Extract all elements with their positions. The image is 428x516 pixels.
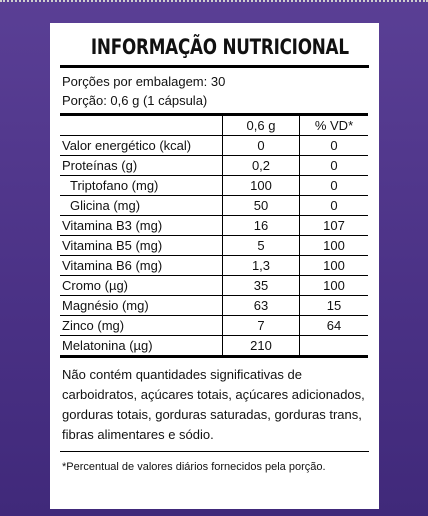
title-divider [60,65,369,68]
row-amount: 100 [222,175,300,196]
row-dv: 107 [299,215,368,236]
row-label: Cromo (µg) [60,275,223,296]
panel-title: INFORMAÇÃO NUTRICIONAL [90,35,349,59]
row-amount: 1,3 [222,255,300,276]
row-amount: 50 [222,195,300,216]
nutrition-table: 0,6 g % VD* Valor energético (kcal) 0 0 … [60,113,368,358]
row-dv: 64 [299,315,368,336]
header-amount: 0,6 g [222,113,300,136]
table-row: Vitamina B5 (mg) 5 100 [60,235,368,256]
table-row: Triptofano (mg) 100 0 [60,175,368,196]
row-dv: 0 [299,175,368,196]
row-amount: 0,2 [222,155,300,176]
table-row: Proteínas (g) 0,2 0 [60,155,368,176]
row-label: Triptofano (mg) [60,175,223,196]
table-row: Zinco (mg) 7 64 [60,315,368,336]
row-dv: 0 [299,195,368,216]
table-row: Magnésio (mg) 63 15 [60,295,368,316]
row-dv: 0 [299,155,368,176]
row-label: Magnésio (mg) [60,295,223,316]
row-dv [299,335,368,358]
row-label: Glicina (mg) [60,195,223,216]
row-label: Vitamina B5 (mg) [60,235,223,256]
row-amount: 0 [222,135,300,156]
servings-per-package: Porções por embalagem: 30 [62,74,226,89]
table-row: Vitamina B3 (mg) 16 107 [60,215,368,236]
top-dotted-border [0,0,428,3]
header-empty-cell [60,113,223,136]
row-label: Zinco (mg) [60,315,223,336]
row-amount: 5 [222,235,300,256]
row-amount: 63 [222,295,300,316]
row-amount: 210 [222,335,300,358]
row-amount: 35 [222,275,300,296]
row-label: Proteínas (g) [60,155,223,176]
table-header-row: 0,6 g % VD* [60,113,368,136]
row-dv: 0 [299,135,368,156]
table-row: Glicina (mg) 50 0 [60,195,368,216]
row-label: Melatonina (µg) [60,335,223,358]
row-dv: 100 [299,255,368,276]
row-label: Vitamina B3 (mg) [60,215,223,236]
row-label: Vitamina B6 (mg) [60,255,223,276]
serving-info: Porções por embalagem: 30 Porção: 0,6 g … [60,68,369,113]
row-dv: 15 [299,295,368,316]
row-amount: 16 [222,215,300,236]
table-row: Valor energético (kcal) 0 0 [60,135,368,156]
serving-size: Porção: 0,6 g (1 cápsula) [62,93,208,108]
footnote: *Percentual de valores diários fornecido… [60,451,369,482]
header-dv: % VD* [299,113,368,136]
row-label: Valor energético (kcal) [60,135,223,156]
table-row: Cromo (µg) 35 100 [60,275,368,296]
nutrition-facts-panel: INFORMAÇÃO NUTRICIONAL Porções por embal… [50,23,379,509]
row-dv: 100 [299,235,368,256]
table-row: Melatonina (µg) 210 [60,335,368,358]
significance-note: Não contém quantidades significativas de… [62,367,365,442]
row-dv: 100 [299,275,368,296]
row-amount: 7 [222,315,300,336]
table-row: Vitamina B6 (mg) 1,3 100 [60,255,368,276]
